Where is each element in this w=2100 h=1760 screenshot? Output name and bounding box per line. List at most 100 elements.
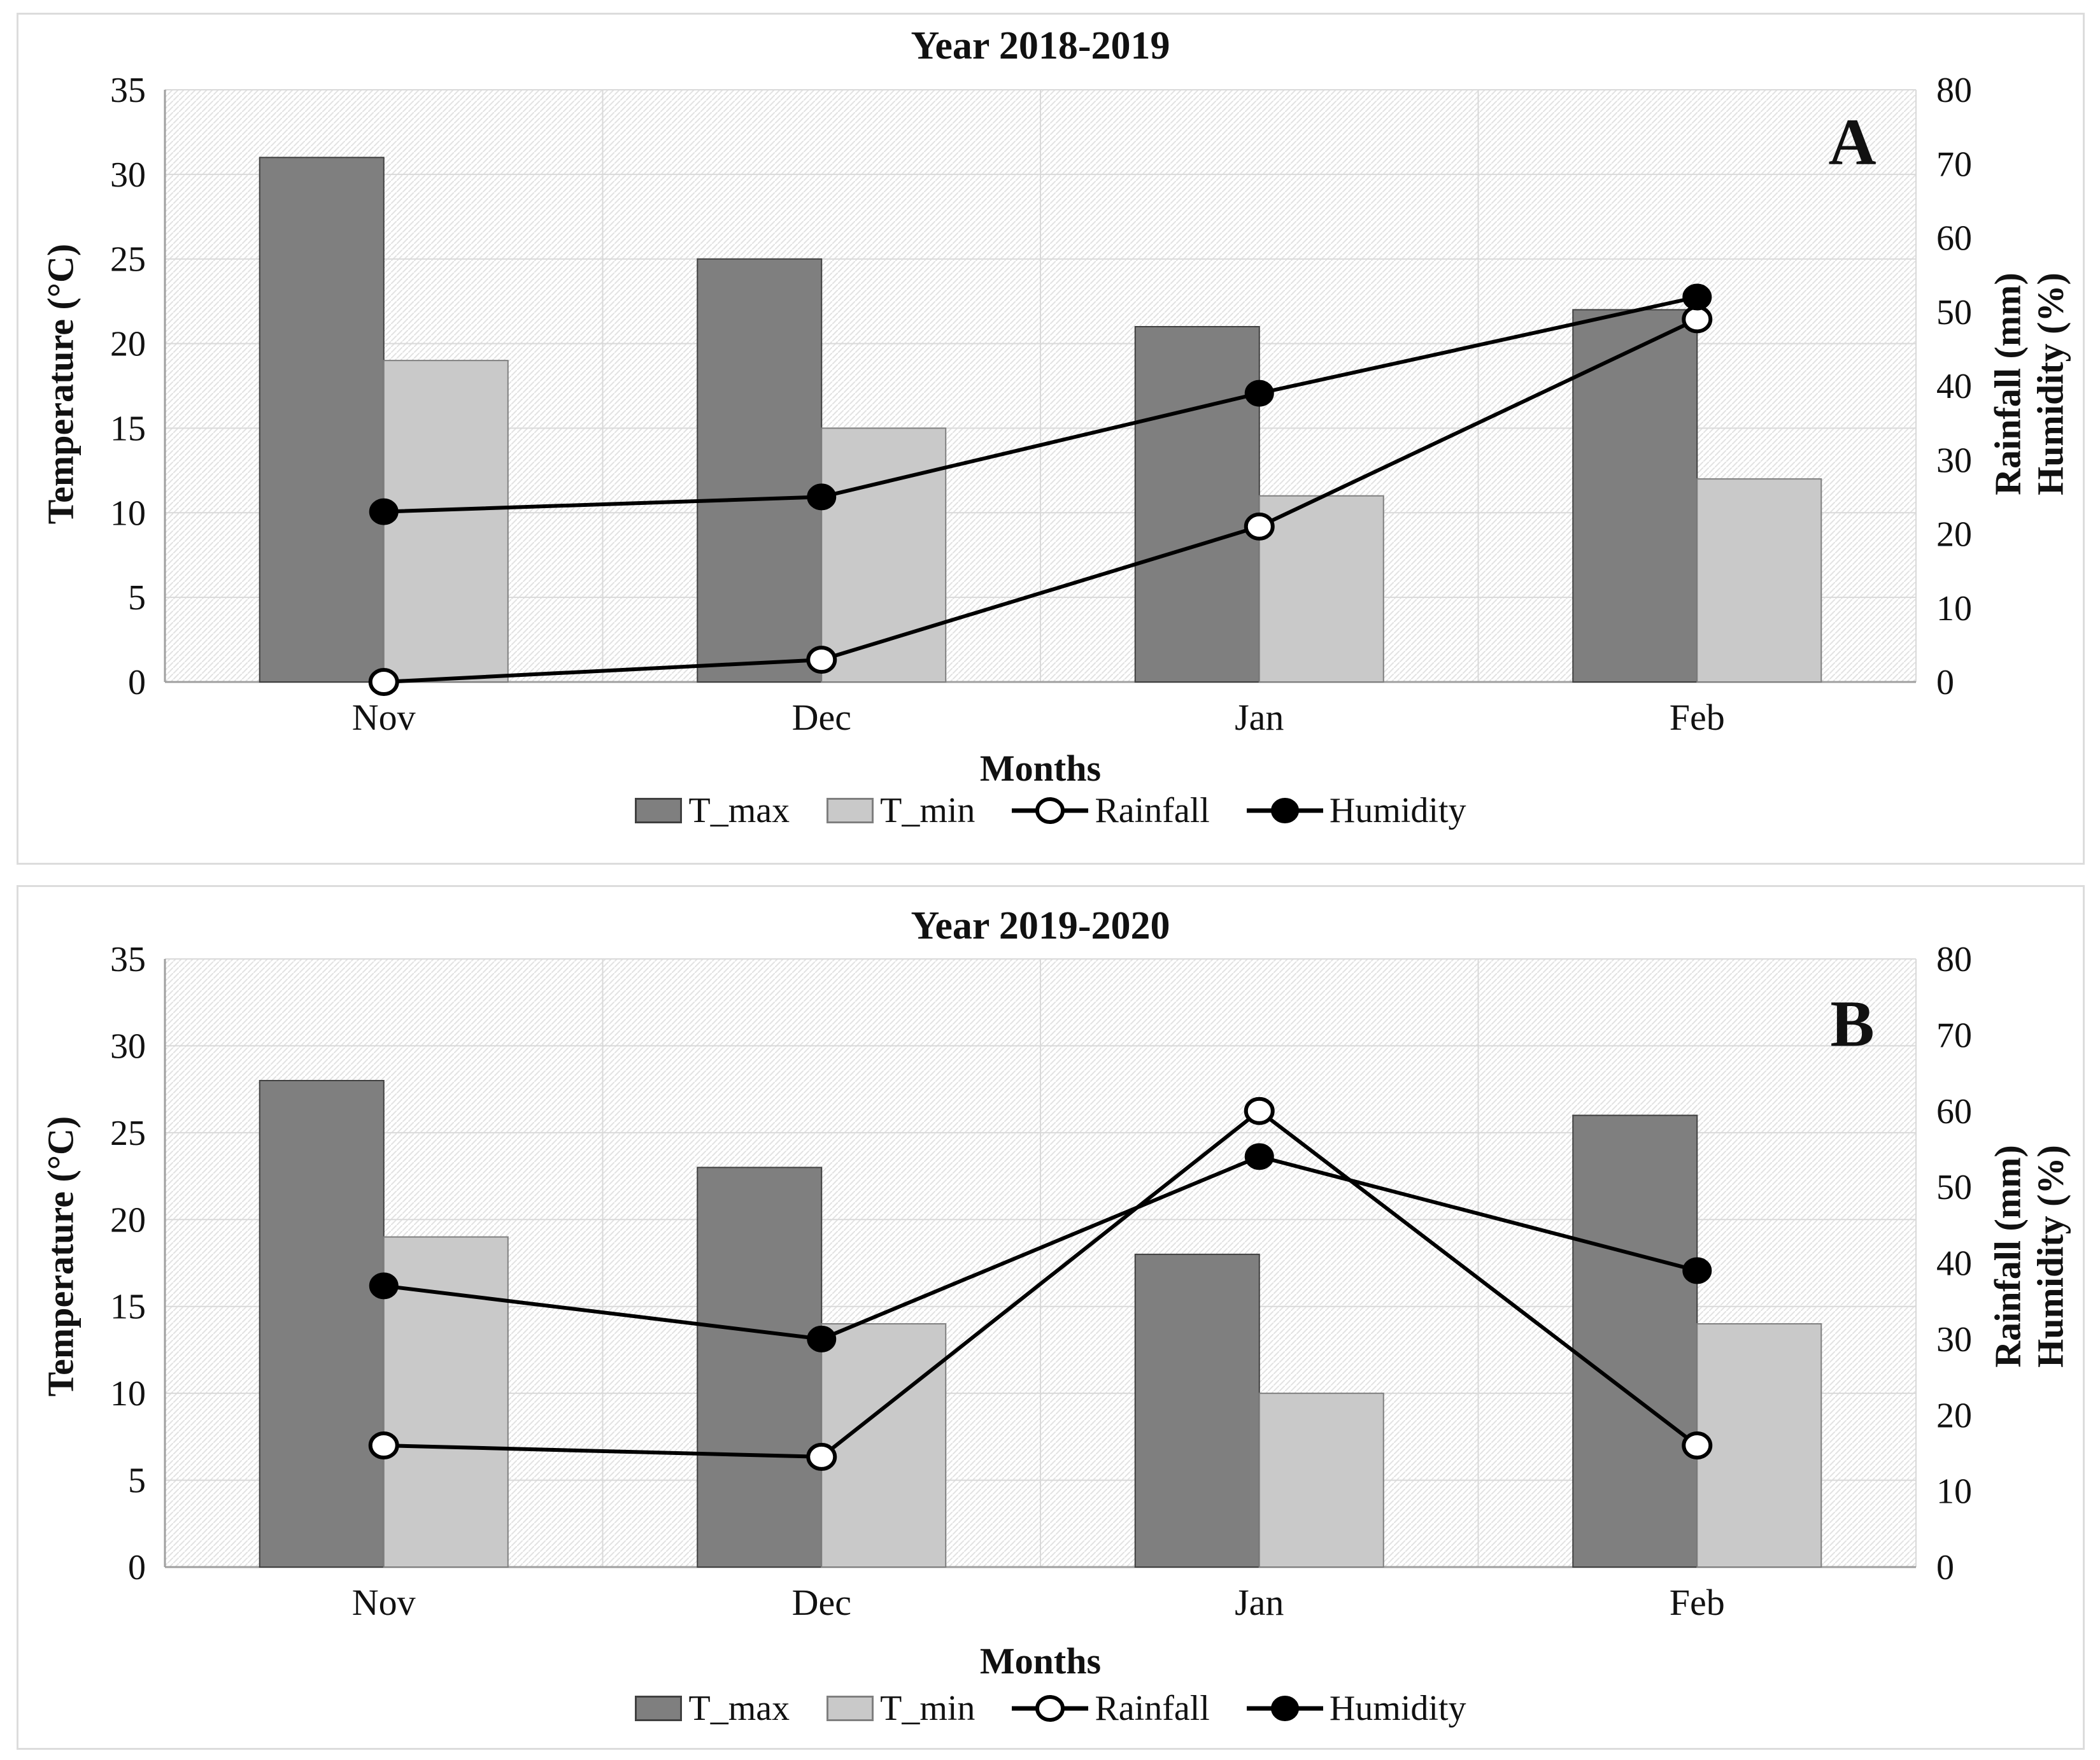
y-left-tick-label: 0 [128, 1548, 146, 1587]
panel-letter-a: A [1828, 105, 1877, 179]
y-left-tick-label: 0 [128, 663, 146, 702]
legend-line-glyph [1246, 1696, 1323, 1721]
y-right-tick-label: 0 [1936, 1548, 1954, 1587]
y-left-tick-label: 15 [110, 1288, 146, 1327]
x-tick-label: Jan [1235, 697, 1284, 738]
y-right-tick-label: 50 [1936, 1168, 1972, 1207]
y-axis-title-right-b: Rainfall (mm) Humidity (%) [1987, 1145, 2071, 1368]
tmax-swatch-icon [635, 798, 683, 823]
y-right-tick-label: 80 [1936, 71, 1972, 110]
x-tick-label: Feb [1670, 1582, 1725, 1623]
legend-label: Humidity [1329, 1689, 1466, 1728]
y-right-tick-label: 50 [1936, 293, 1972, 332]
x-tick-label: Dec [792, 697, 851, 738]
rainfall-line-marker-icon [1012, 1694, 1089, 1723]
humidity-line-marker-icon [1246, 1694, 1323, 1723]
y-left-tick-label: 35 [110, 940, 146, 979]
bar-t_min [1696, 1323, 1822, 1568]
plot-area-b: 0 5 10 15 20 25 30 35 0 10 20 30 40 50 60 70 80 Nov Dec Jan… [110, 940, 1972, 1623]
y-left-tick-label: 25 [110, 1114, 146, 1153]
marker-rainfall [1244, 512, 1275, 541]
y-axis-title-left-a: Temperature (°C) [39, 243, 82, 525]
legend-a: T_max T_min Rainfall Humidity [18, 790, 2083, 831]
bar-t_min [1258, 495, 1384, 683]
y-right-tick-label: 0 [1936, 663, 1954, 702]
legend-label: T_min [880, 1689, 976, 1728]
chart-panel-b: 0 5 10 15 20 25 30 35 0 10 20 30 40 50 60 70 80 Nov Dec Jan… [17, 885, 2085, 1750]
y-left-tick-label: 5 [128, 1461, 146, 1501]
marker-rainfall [368, 1431, 399, 1459]
bar-t_min [1696, 478, 1822, 683]
legend-item-rainfall: Rainfall [1012, 790, 1210, 831]
plot-area-a: 0 5 10 15 20 25 30 35 0 10 20 30 40 50 60 70 80 Nov Dec Jan… [110, 71, 1972, 738]
y-left-tick-label: 25 [110, 240, 146, 280]
bar-t_max [1572, 309, 1698, 683]
bar-t_max [1134, 1253, 1260, 1568]
legend-item-tmax: T_max [635, 790, 790, 831]
marker-humidity [1682, 283, 1712, 311]
y-right-tick-label: 20 [1936, 1396, 1972, 1435]
x-tick-label: Feb [1670, 697, 1725, 738]
chart-title-a: Year 2018-2019 [911, 24, 1170, 67]
bar-t_max [259, 1080, 385, 1568]
tmin-swatch-icon [827, 1696, 874, 1721]
marker-humidity [1244, 380, 1274, 407]
marker-humidity [807, 1325, 837, 1352]
bar-t_min [1258, 1393, 1384, 1568]
y-right-tick-label: 30 [1936, 441, 1972, 480]
y-right-tick-label: 60 [1936, 219, 1972, 259]
right-axis-title-rainfall: Rainfall (mm) [1987, 273, 2029, 495]
right-axis-title-humidity: Humidity (%) [2029, 1145, 2071, 1368]
chart-title-b: Year 2019-2020 [911, 904, 1170, 947]
y-left-tick-label: 10 [110, 1374, 146, 1414]
legend-line-glyph [1012, 1695, 1089, 1722]
marker-humidity [369, 498, 399, 525]
y-right-tick-label: 10 [1936, 1472, 1972, 1512]
bar-t_max [1134, 326, 1260, 683]
y-left-tick-label: 30 [110, 155, 146, 195]
legend-label: T_max [688, 1689, 790, 1728]
y-axis-title-left-b: Temperature (°C) [39, 1116, 82, 1397]
y-axis-title-right-a: Rainfall (mm) Humidity (%) [1987, 273, 2071, 495]
x-tick-label: Nov [352, 697, 416, 738]
rainfall-line-marker-icon [1012, 796, 1089, 825]
line-humidity [383, 295, 1698, 514]
line-humidity [383, 1154, 1698, 1341]
legend-label: T_max [688, 791, 790, 830]
tmin-swatch-icon [827, 798, 874, 823]
legend-item-tmax: T_max [635, 1688, 790, 1729]
y-right-tick-label: 70 [1936, 145, 1972, 184]
chart-panel-a: 0 5 10 15 20 25 30 35 0 10 20 30 40 50 60 70 80 Nov Dec Jan… [17, 13, 2085, 865]
marker-rainfall [1682, 1431, 1713, 1459]
bar-t_max [259, 157, 385, 683]
legend-label: Rainfall [1095, 1689, 1210, 1728]
y-left-tick-label: 5 [128, 578, 146, 618]
y-left-tick-label: 15 [110, 409, 146, 448]
bar-t_min [821, 1323, 947, 1568]
y-right-tick-label: 10 [1936, 589, 1972, 628]
y-left-tick-label: 35 [110, 71, 146, 110]
y-left-tick-label: 30 [110, 1026, 146, 1066]
humidity-line-marker-icon [1246, 796, 1323, 825]
x-axis-title-a: Months [979, 748, 1102, 789]
marker-humidity [369, 1272, 399, 1300]
marker-rainfall [1682, 305, 1713, 334]
x-axis-title-b: Months [979, 1640, 1102, 1682]
panel-letter-b: B [1830, 987, 1875, 1061]
y-left-tick-label: 10 [110, 493, 146, 533]
right-axis-title-humidity: Humidity (%) [2029, 273, 2071, 495]
legend-b: T_max T_min Rainfall Humidity [18, 1688, 2083, 1729]
bar-t_min [821, 427, 947, 683]
y-right-tick-label: 70 [1936, 1016, 1972, 1055]
y-right-tick-label: 30 [1936, 1320, 1972, 1359]
marker-humidity [807, 483, 837, 511]
bar-t_min [383, 360, 509, 683]
marker-rainfall [1244, 1096, 1275, 1125]
legend-item-humidity: Humidity [1246, 790, 1466, 831]
marker-humidity [1682, 1257, 1712, 1284]
y-left-tick-label: 20 [110, 1200, 146, 1240]
legend-label: T_min [880, 791, 976, 830]
legend-label: Rainfall [1095, 791, 1210, 830]
marker-rainfall [368, 668, 399, 696]
